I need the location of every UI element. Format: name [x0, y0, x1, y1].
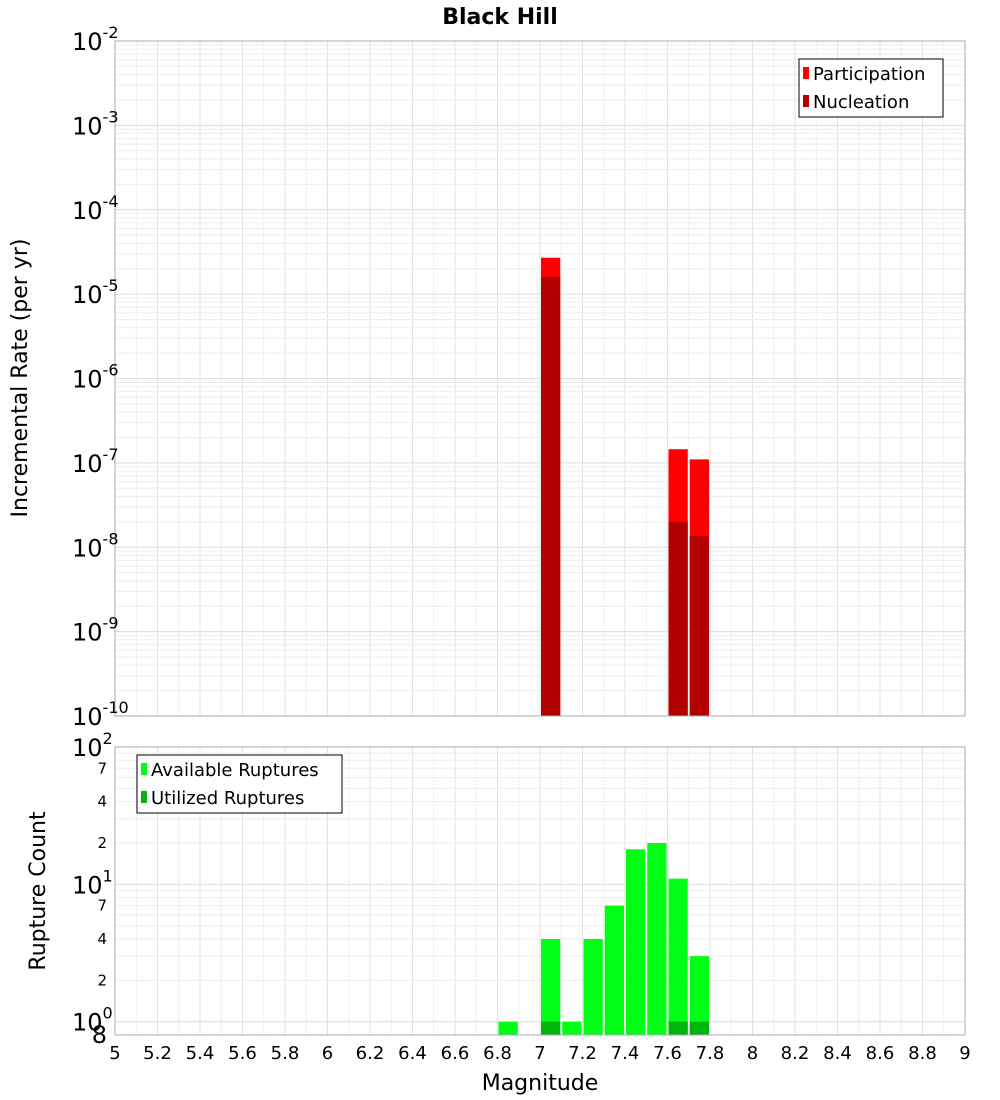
bottom-y-ticks: 102 101 100 7 4 2 7 4 2 8	[72, 729, 113, 1049]
bar-available-ruptures	[562, 1021, 582, 1035]
y-minor-tick-label: 7	[97, 897, 107, 915]
x-tick-label: 6.8	[483, 1043, 512, 1064]
x-ticks: 5 5.2 5.4 5.6 5.8 6 6.2 6.4 6.6 6.8 7 7.2 7.4 7.6 7.8 8…	[109, 1043, 970, 1064]
y-tick-label: 102	[72, 729, 113, 762]
top-panel: 10-2 10-3 10-4 10-5 10-6 10-7 10-8 10-9 10-10 In…	[8, 23, 966, 731]
legend-available-label: Available Ruptures	[151, 760, 319, 781]
legend-nucleation-label: Nucleation	[813, 92, 909, 113]
legend-nucleation-swatch	[803, 95, 809, 107]
y-tick-label: 10-3	[72, 107, 119, 140]
bar-nucleation	[668, 521, 688, 716]
bar-utilized-ruptures	[689, 1021, 709, 1035]
x-tick-label: 6.2	[356, 1043, 385, 1064]
x-tick-label: 5.4	[186, 1043, 215, 1064]
x-tick-label: 7.2	[568, 1043, 597, 1064]
bar-nucleation	[541, 276, 561, 716]
top-plot-frame	[114, 40, 966, 717]
y-minor-tick-label: 4	[97, 930, 107, 948]
y-minor-tick-label: 4	[97, 793, 107, 811]
x-tick-label: 7.6	[653, 1043, 682, 1064]
y-tick-label: 10-10	[72, 698, 129, 731]
x-tick-label: 5.2	[143, 1043, 172, 1064]
bar-available-ruptures	[604, 905, 624, 1035]
y-tick-label: 10-2	[72, 23, 119, 56]
x-tick-label: 5	[109, 1043, 120, 1064]
top-bars	[541, 257, 709, 716]
y-tick-label: 100	[72, 1004, 113, 1037]
y-minor-tick-label: 7	[97, 759, 107, 777]
bottom-y-axis-label: Rupture Count	[26, 811, 51, 971]
bar-utilized-ruptures	[668, 1021, 688, 1035]
x-tick-label: 6.4	[398, 1043, 427, 1064]
bar-available-ruptures	[626, 849, 646, 1035]
bar-available-ruptures	[647, 843, 667, 1035]
top-y-axis-label: Incremental Rate (per yr)	[8, 239, 33, 518]
x-tick-label: 7	[534, 1043, 545, 1064]
x-tick-label: 6.6	[441, 1043, 470, 1064]
x-tick-label: 7.4	[611, 1043, 640, 1064]
x-tick-label: 8.8	[908, 1043, 937, 1064]
y-minor-tick-label: 8	[92, 1021, 107, 1049]
bottom-legend: Available Ruptures Utilized Ruptures	[136, 754, 343, 814]
x-axis-label: Magnitude	[482, 1071, 599, 1096]
bar-available-ruptures	[498, 1021, 518, 1035]
x-tick-label: 8.6	[866, 1043, 895, 1064]
bar-available-ruptures	[541, 939, 561, 1035]
x-tick-label: 5.8	[271, 1043, 300, 1064]
chart-title: Black Hill	[442, 5, 558, 30]
x-tick-label: 8.2	[781, 1043, 810, 1064]
legend-utilized-label: Utilized Ruptures	[151, 788, 304, 809]
y-tick-label: 10-9	[72, 614, 119, 647]
bottom-legend-box	[136, 754, 343, 814]
legend-utilized-swatch	[141, 791, 147, 803]
y-tick-label: 10-5	[72, 276, 119, 309]
y-tick-label: 101	[72, 866, 113, 899]
top-legend: Participation Nucleation	[798, 58, 944, 118]
top-legend-box	[798, 58, 944, 118]
bar-nucleation	[689, 536, 709, 716]
bar-utilized-ruptures	[541, 1021, 561, 1035]
x-tick-label: 7.8	[696, 1043, 725, 1064]
x-tick-label: 8	[747, 1043, 758, 1064]
bar-available-ruptures	[689, 956, 709, 1035]
bottom-plot-frame	[114, 746, 966, 1036]
y-minor-tick-label: 2	[97, 834, 107, 852]
y-tick-label: 10-4	[72, 192, 119, 225]
legend-available-swatch	[141, 763, 147, 775]
y-tick-label: 10-7	[72, 445, 119, 478]
bar-available-ruptures	[583, 939, 603, 1035]
legend-participation-swatch	[803, 67, 809, 79]
top-y-ticks: 10-2 10-3 10-4 10-5 10-6 10-7 10-8 10-9 10-10	[72, 23, 129, 731]
y-minor-tick-label: 2	[97, 971, 107, 989]
x-tick-label: 9	[959, 1043, 970, 1064]
x-tick-label: 5.6	[228, 1043, 257, 1064]
x-tick-label: 8.4	[823, 1043, 852, 1064]
top-grid	[114, 41, 966, 717]
y-tick-label: 10-8	[72, 529, 119, 562]
y-tick-label: 10-6	[72, 361, 119, 394]
bottom-bars	[498, 843, 709, 1035]
x-tick-label: 6	[322, 1043, 333, 1064]
bottom-panel: 102 101 100 7 4 2 7 4 2 8 Rupture Count Available…	[26, 729, 966, 1049]
bar-available-ruptures	[668, 878, 688, 1035]
legend-participation-label: Participation	[813, 64, 925, 85]
